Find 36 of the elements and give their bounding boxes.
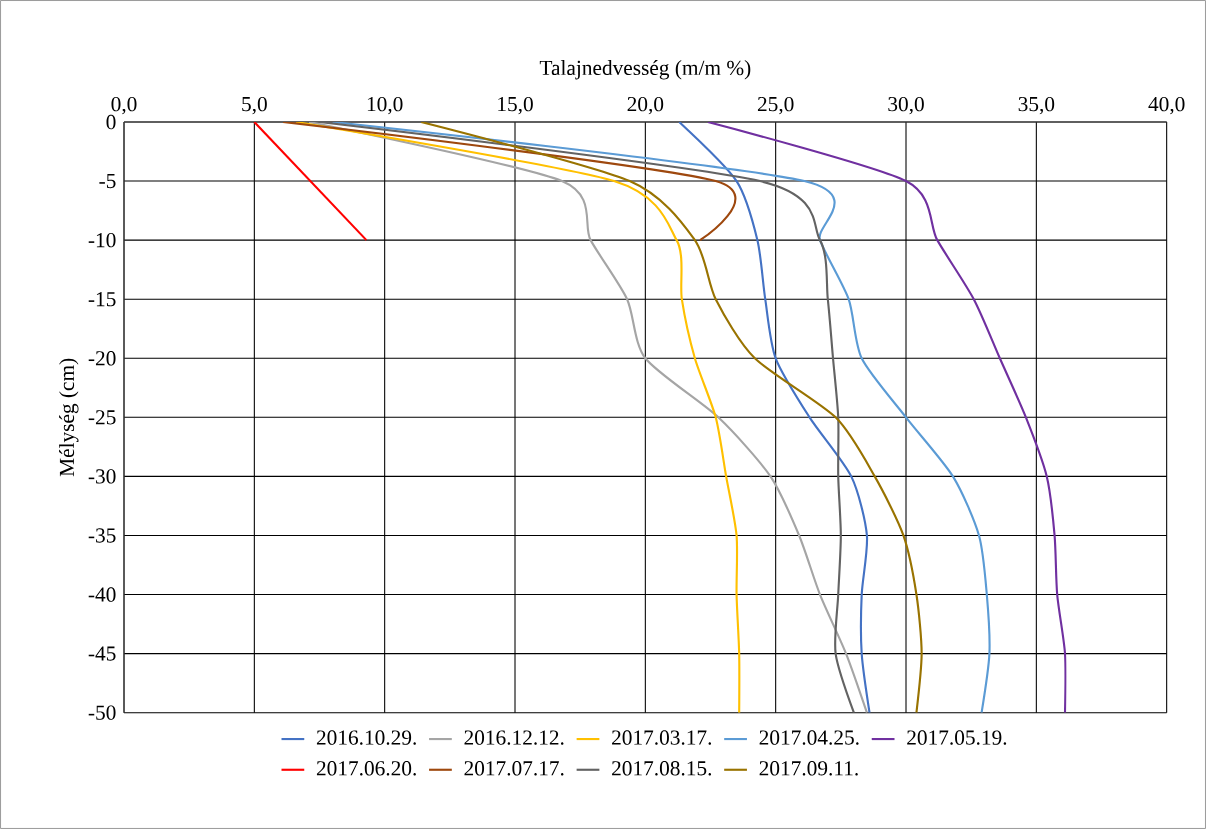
x-tick-label: 0,0 xyxy=(111,96,137,115)
y-tick-label: -25 xyxy=(88,410,116,425)
y-tick-label: -30 xyxy=(88,469,116,484)
x-tick-label: 30,0 xyxy=(888,96,924,115)
legend-label: 2017.08.15. xyxy=(612,761,712,776)
x-tick-label: 20,0 xyxy=(627,96,664,115)
y-tick-label: -5 xyxy=(99,173,116,189)
x-tick-label: 5,0 xyxy=(242,96,267,115)
legend-label: 2016.12.12. xyxy=(464,730,564,745)
y-tick-label: -35 xyxy=(88,528,116,543)
line-series xyxy=(678,122,871,713)
legend-label: 2017.04.25. xyxy=(759,730,859,745)
line-series xyxy=(331,122,991,713)
y-tick-label: -50 xyxy=(88,705,116,720)
y-tick-label: -10 xyxy=(88,232,116,248)
x-tick-label: 10,0 xyxy=(367,96,403,115)
y-tick-label: -15 xyxy=(88,292,116,307)
y-tick-label: -20 xyxy=(88,351,116,366)
y-tick-label: 0 xyxy=(106,114,116,130)
legend-label: 2017.07.17. xyxy=(464,761,564,776)
legend-label: 2017.09.11. xyxy=(759,761,858,776)
x-tick-label: 35,0 xyxy=(1018,96,1055,115)
x-axis-title: Talajnedvesség (m/m %) xyxy=(539,60,751,80)
y-tick-label: -40 xyxy=(88,587,116,602)
legend-label: 2017.03.17. xyxy=(612,730,712,745)
x-tick-label: 40,0 xyxy=(1148,96,1185,115)
x-tick-label: 25,0 xyxy=(757,96,794,115)
y-tick-label: -45 xyxy=(88,646,116,661)
x-tick-label: 15,0 xyxy=(498,96,533,115)
line-series xyxy=(294,122,741,713)
legend-label: 2017.06.20. xyxy=(316,761,416,776)
legend-label: 2016.10.29. xyxy=(316,730,416,745)
line-series xyxy=(706,122,1067,713)
line-series xyxy=(420,122,923,713)
legend-label: 2017.05.19. xyxy=(907,730,1007,745)
y-axis-title: Mélység (cm) xyxy=(59,358,79,477)
